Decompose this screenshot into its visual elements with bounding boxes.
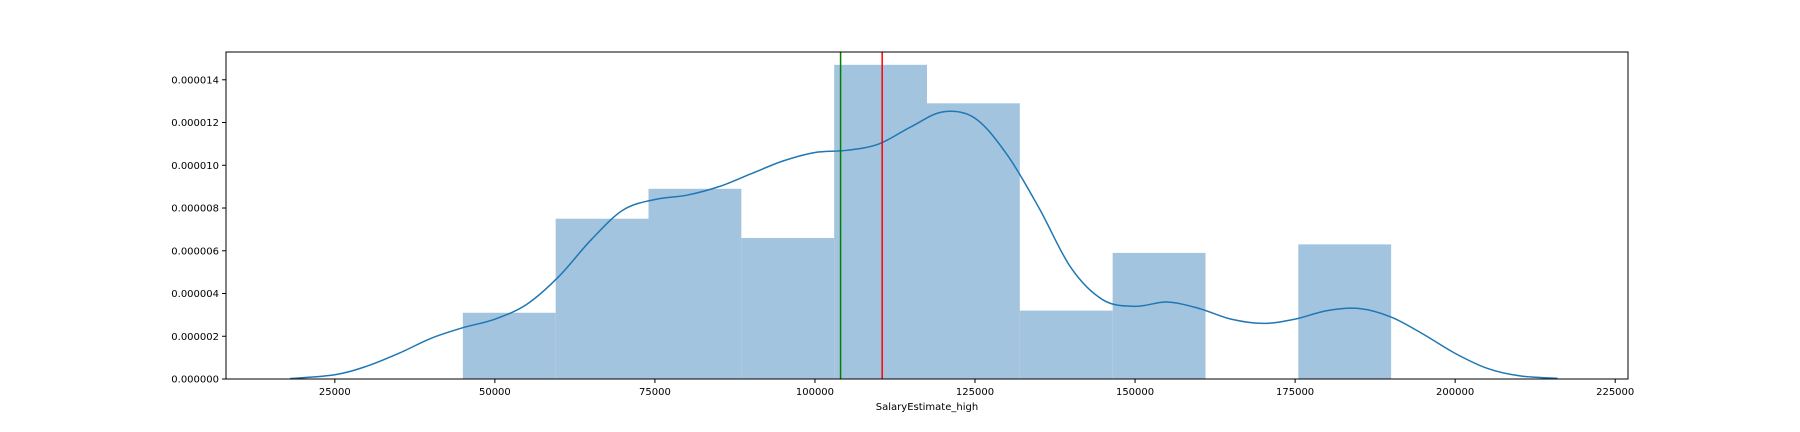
histogram-bars (462, 64, 1392, 379)
x-tick-label: 175000 (1276, 387, 1314, 398)
x-tick-label: 225000 (1596, 387, 1634, 398)
y-tick-label: 0.000008 (171, 204, 219, 215)
x-tick-label: 25000 (319, 387, 351, 398)
histogram-bar (834, 64, 927, 379)
histogram-bar (1019, 310, 1113, 379)
kde-curve (289, 110, 1558, 380)
x-tick-label: 125000 (956, 387, 994, 398)
y-tick-label: 0.000014 (171, 75, 219, 86)
y-tick-label: 0.000010 (171, 161, 219, 172)
histogram-bar (648, 188, 742, 379)
x-tick-label: 75000 (639, 387, 671, 398)
histogram-bar (555, 218, 649, 379)
histogram-bar (927, 103, 1020, 379)
x-tick-label: 150000 (1116, 387, 1154, 398)
x-axis-label: SalaryEstimate_high (876, 402, 978, 413)
y-tick-label: 0.000006 (171, 246, 219, 257)
plot-frame (225, 51, 1629, 380)
y-tick-label: 0.000004 (171, 289, 219, 300)
x-tick-label: 50000 (479, 387, 511, 398)
x-axis-ticks: 25000 50000 75000 100000 125000 150000 175000 2… (319, 379, 1634, 398)
reference-lines (839, 52, 883, 379)
y-tick-label: 0.000012 (171, 118, 219, 129)
y-tick-label: 0.000002 (171, 332, 219, 343)
y-axis-ticks: 0.000000 0.000002 0.000004 0.000006 0.000008… (171, 75, 226, 386)
x-tick-label: 200000 (1436, 387, 1474, 398)
histogram-bar (1112, 252, 1206, 379)
histogram-bar (462, 312, 556, 379)
x-tick-label: 100000 (796, 387, 834, 398)
histogram-bar (741, 237, 835, 379)
y-tick-label: 0.000000 (171, 375, 219, 386)
